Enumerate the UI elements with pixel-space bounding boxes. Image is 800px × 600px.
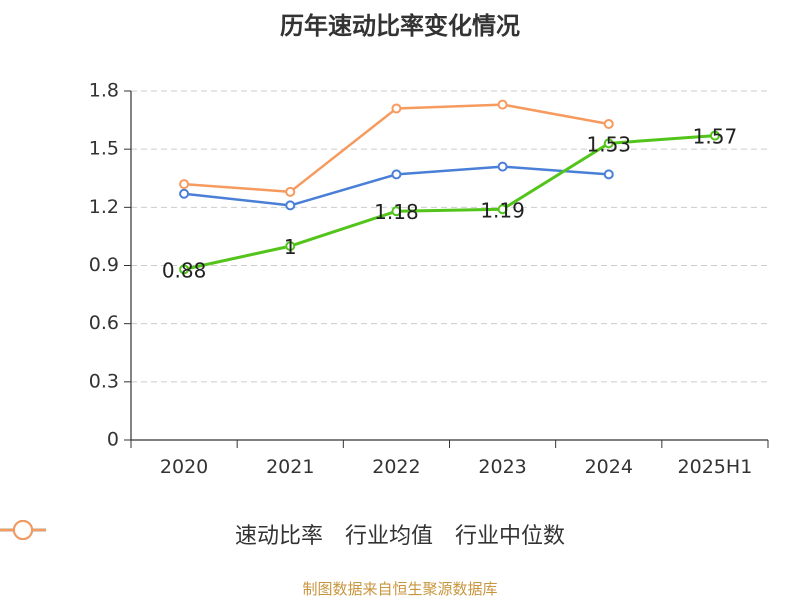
chart-legend: 速动比率 行业均值 行业中位数 [0,518,800,550]
x-tick-label-1: 2021 [266,456,314,478]
y-tick-label-1: 0.3 [89,370,119,392]
data-point-series-2-2[interactable] [391,103,402,114]
data-point-series-2-3[interactable] [497,99,508,110]
data-label-series-0-1: 1 [284,235,297,259]
x-tick-label-0: 2020 [160,456,208,478]
data-point-series-1-4[interactable] [603,169,614,180]
data-label-series-0-5: 1.57 [693,125,738,149]
legend-item-series-0[interactable]: 速动比率 [0,518,323,550]
y-tick-label-6: 1.8 [89,80,119,102]
y-tick-label-4: 1.2 [89,196,119,218]
data-point-series-2-0[interactable] [179,179,190,190]
data-point-series-0-2[interactable] [391,206,402,217]
x-tick-label-2: 2022 [372,456,420,478]
data-label-series-0-0: 0.88 [162,258,207,282]
data-point-series-2-4[interactable] [603,118,614,129]
y-tick-label-2: 0.6 [89,312,119,334]
legend-item-series-2[interactable]: 行业中位数 [0,518,566,550]
data-source-note: 制图数据来自恒生聚源数据库 [302,580,498,598]
legend-label-series-2: 行业中位数 [455,524,566,549]
data-point-series-1-1[interactable] [285,200,296,211]
data-point-series-0-0[interactable] [179,264,190,275]
y-tick-label-5: 1.5 [89,138,119,160]
data-label-series-0-3: 1.19 [480,198,525,222]
x-tick-label-4: 2024 [585,456,633,478]
data-point-series-0-1[interactable] [285,241,296,252]
y-tick-label-0: 0 [107,429,119,451]
data-point-series-1-0[interactable] [179,188,190,199]
legend-label-series-0: 速动比率 [234,524,323,549]
data-label-series-0-4: 1.53 [586,132,631,156]
series-line-0 [183,134,716,271]
data-point-series-0-3[interactable] [497,204,508,215]
data-point-series-0-5[interactable] [709,130,720,141]
chart-title: 历年速动比率变化情况 [280,12,520,40]
x-tick-label-3: 2023 [478,456,526,478]
legend-marker-series-2 [0,520,46,540]
x-tick-label-5: 2025H1 [678,456,753,478]
data-label-series-0-2: 1.18 [374,200,419,224]
legend-item-series-1[interactable]: 行业均值 [0,518,433,550]
legend-label-series-1: 行业均值 [344,524,433,549]
data-point-series-2-1[interactable] [285,186,296,197]
y-tick-label-3: 0.9 [89,254,119,276]
data-point-series-0-4[interactable] [603,138,614,149]
data-point-series-1-2[interactable] [391,169,402,180]
data-point-series-1-3[interactable] [497,161,508,172]
